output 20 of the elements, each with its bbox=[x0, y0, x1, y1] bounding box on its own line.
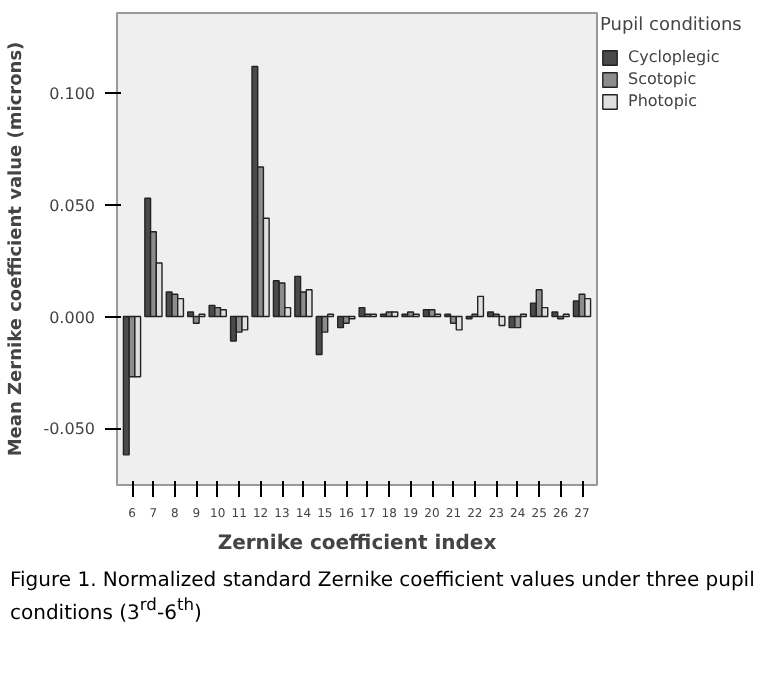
y-axis-title: Mean Zernike coefficient value (microns) bbox=[7, 41, 28, 457]
bar bbox=[578, 293, 586, 318]
caption: Figure 1. Normalized standard Zernike coefficient values under three pupil conditions (3$^{rd}$-6$^{th}$) bbox=[10, 570, 757, 627]
bar bbox=[584, 297, 592, 318]
bar bbox=[428, 309, 436, 318]
y-tick-label: 0.000 bbox=[49, 308, 96, 327]
x-axis-title: Zernike coefficient index bbox=[217, 533, 498, 555]
y-tick-label: 0.100 bbox=[49, 85, 96, 104]
bar bbox=[278, 282, 286, 318]
legend-title: Pupil conditions bbox=[600, 16, 742, 36]
bar bbox=[407, 311, 415, 318]
legend-label: Scotopic bbox=[628, 68, 697, 88]
legend-label: Cycloplegic bbox=[628, 46, 720, 66]
bar bbox=[498, 315, 506, 327]
y-tick-label: 0.050 bbox=[49, 196, 96, 215]
y-tick-label: -0.050 bbox=[43, 420, 96, 439]
bar bbox=[391, 311, 399, 318]
legend-label: Photopic bbox=[628, 90, 698, 110]
bar bbox=[514, 315, 522, 329]
bar bbox=[192, 315, 200, 324]
